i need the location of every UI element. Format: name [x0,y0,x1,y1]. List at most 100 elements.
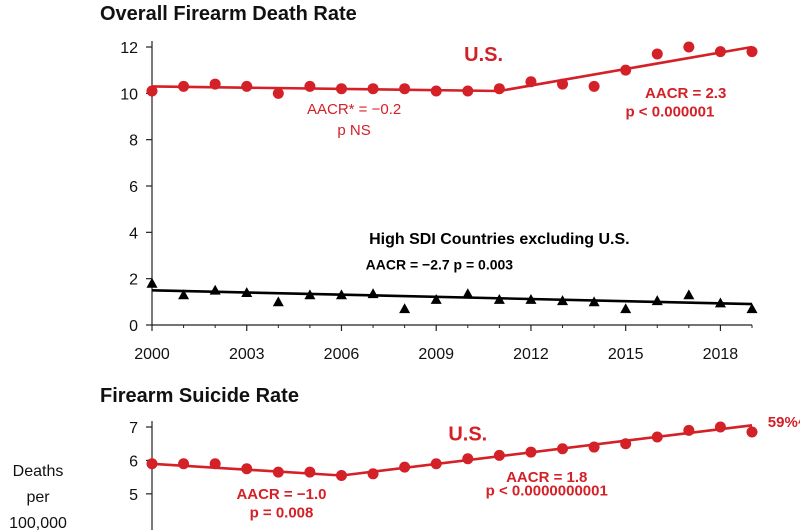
y-tick-label: 7 [129,420,138,437]
annotation-label: U.S. [448,423,487,445]
data-point-triangle [399,303,411,314]
x-tick-label: 2009 [418,346,454,363]
data-point-circle [462,85,474,97]
data-point-circle [462,453,474,465]
annotation-label: p = 0.008 [250,504,314,521]
axes-overall: 0 2 4 6 8 10 12 2000 2003 2006 2009 2012 2015 2018 [120,40,753,363]
y-axis-label-line-3: 100,000 [9,515,67,530]
annotation-label: p NS [337,122,370,139]
data-point-triangle [178,289,190,300]
data-point-triangle [241,287,253,297]
data-point-circle [746,46,758,58]
data-point-circle [241,463,253,475]
annotations-overall: U.S. AACR* = −0.2 p NS AACR = 2.3 p < 0.0000… [307,44,726,272]
data-point-triangle [462,288,474,299]
data-point-circle [588,80,600,92]
data-point-circle [272,87,284,99]
data-point-circle [588,441,600,453]
data-point-circle [651,48,663,60]
data-point-triangle [557,295,569,306]
annotation-label: AACR = 1.8 [506,469,587,486]
x-tick-label: 2015 [608,346,644,363]
data-point-circle [430,85,442,97]
y-tick-label: 5 [129,487,138,504]
data-points-overall [146,41,758,314]
x-tick-label: 2018 [703,346,739,363]
data-point-circle [557,78,569,90]
data-point-circle [714,421,726,433]
data-point-circle [367,83,379,95]
annotation-label: p < 0.000001 [625,104,714,121]
y-tick-label: 6 [129,453,138,470]
data-point-triangle [335,289,347,300]
data-point-circle [746,426,758,438]
data-point-circle [683,424,695,436]
data-point-triangle [714,297,726,308]
data-point-circle [146,85,158,97]
y-axis-label-line-1: Deaths [13,463,64,480]
annotation-label: High SDI Countries excluding U.S. [369,231,629,248]
data-point-circle [399,461,411,473]
annotations-suicide: U.S. 59%^ AACR = 1.8p < 0.0000000001 AACR =… [236,414,800,521]
x-tick-label: 2006 [324,346,360,363]
annotation-label: 59%^ [768,414,800,431]
data-point-circle [683,41,695,53]
data-point-triangle [588,296,600,307]
data-point-triangle [620,303,632,314]
data-point-circle [335,83,347,95]
data-point-circle [304,80,316,92]
annotation-label: p < 0.0000000001 [486,483,608,500]
chart-title-suicide: Firearm Suicide Rate [100,385,299,407]
data-point-triangle [651,295,663,306]
data-point-triangle [525,294,537,304]
y-tick-label: 4 [129,225,138,242]
annotation-label: AACR = −2.7 p = 0.003 [366,256,514,272]
annotation-label: AACR = 2.3 [645,85,726,102]
data-point-circle [209,78,221,90]
data-point-triangle [146,277,158,288]
y-axis-label: Deaths per 100,000 [9,463,67,530]
y-axis-label-line-2: per [26,489,50,506]
data-point-triangle [746,303,758,314]
y-tick-label: 8 [129,133,138,150]
data-point-circle [493,449,505,461]
annotation-label: U.S. [464,44,503,66]
data-point-circle [557,443,569,455]
annotation-label: AACR = −1.0 [236,486,326,503]
data-point-circle [493,83,505,95]
y-tick-label: 6 [129,179,138,196]
data-point-circle [178,80,190,92]
x-tick-label: 2012 [513,346,549,363]
x-tick-label: 2000 [134,346,170,363]
data-point-circle [241,80,253,92]
data-point-triangle [430,294,442,304]
data-point-triangle [367,288,379,299]
chart-title-overall: Overall Firearm Death Rate [100,3,357,25]
data-point-circle [304,466,316,478]
data-point-circle [272,466,284,478]
x-tick-label: 2003 [229,346,265,363]
annotation-label: AACR* = −0.2 [307,101,401,118]
data-point-circle [714,46,726,58]
data-point-circle [335,469,347,481]
chart-suicide-rate: Firearm Suicide Rate Deaths per 100,000 … [9,385,800,530]
data-point-circle [209,458,221,470]
data-point-triangle [683,289,695,300]
data-point-triangle [272,296,284,307]
data-point-circle [178,458,190,470]
y-tick-label: 2 [129,272,138,289]
y-tick-label: 10 [120,86,138,103]
data-point-triangle [209,284,221,295]
data-point-circle [651,431,663,443]
data-point-circle [430,458,442,470]
data-point-circle [399,83,411,95]
data-points-suicide [146,421,758,481]
data-point-circle [525,446,537,458]
y-tick-label: 0 [129,318,138,335]
trend-line [151,289,753,306]
data-point-triangle [304,289,316,300]
axes-suicide: 5 6 7 [129,420,153,530]
chart-overall-death-rate: Overall Firearm Death Rate 0 2 4 6 8 10 12 2000… [100,3,758,363]
y-tick-label: 12 [120,40,138,57]
